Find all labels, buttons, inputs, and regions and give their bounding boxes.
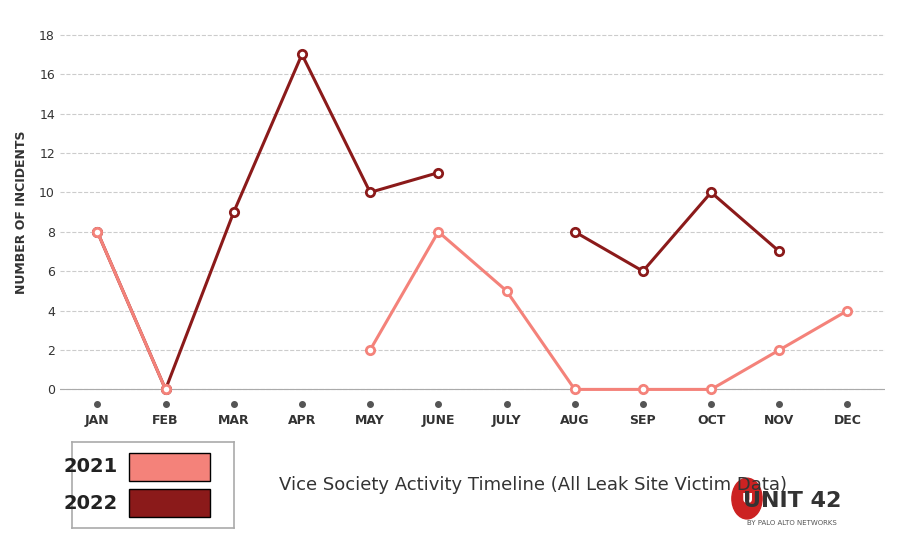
Text: 2021: 2021	[63, 458, 117, 476]
Y-axis label: NUMBER OF INCIDENTS: NUMBER OF INCIDENTS	[15, 130, 28, 294]
Text: BY PALO ALTO NETWORKS: BY PALO ALTO NETWORKS	[747, 520, 837, 526]
Circle shape	[732, 478, 762, 519]
Text: UNIT 42: UNIT 42	[742, 491, 842, 512]
FancyBboxPatch shape	[129, 489, 210, 517]
Text: Vice Society Activity Timeline (All Leak Site Victim Data): Vice Society Activity Timeline (All Leak…	[279, 476, 787, 494]
FancyBboxPatch shape	[129, 453, 210, 481]
Text: U: U	[742, 492, 752, 506]
Text: 2022: 2022	[63, 494, 117, 513]
